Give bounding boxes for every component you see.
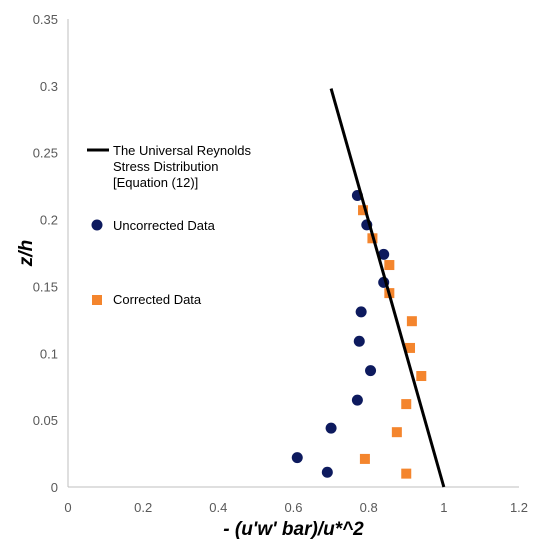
x-tick-label: 1.2 (510, 500, 528, 515)
corrected-point (416, 371, 427, 382)
x-tick-label: 0.2 (134, 500, 152, 515)
x-tick-label: 1 (440, 500, 447, 515)
legend-circle-swatch (91, 219, 103, 231)
y-tick-label: 0.15 (33, 279, 58, 294)
x-axis-title: - (u'w' bar)/u*^2 (223, 519, 364, 540)
corrected-point (401, 468, 412, 479)
corrected-point (384, 260, 395, 271)
reynolds-stress-line (329, 88, 446, 488)
corrected-point (405, 342, 416, 353)
axes (67, 19, 519, 488)
uncorrected-point (355, 306, 367, 318)
corrected-point (401, 399, 412, 410)
legend-label: [Equation (12)] (113, 175, 198, 190)
y-tick-label: 0.3 (40, 79, 58, 94)
uncorrected-point (365, 365, 377, 377)
corrected-point (359, 453, 370, 464)
legend-label: Uncorrected Data (113, 218, 216, 233)
x-tick-labels: 0 0.2 0.4 0.6 0.8 1 1.2 (64, 500, 528, 515)
y-axis-title: z/h (16, 240, 37, 267)
uncorrected-point (351, 394, 363, 406)
y-tick-label: 0 (51, 480, 58, 495)
series-3 (329, 88, 446, 488)
legend-label: The Universal Reynolds (113, 143, 252, 158)
corrected-point (406, 316, 417, 327)
y-tick-label: 0.05 (33, 413, 58, 428)
uncorrected-point (291, 452, 303, 464)
x-tick-label: 0 (64, 500, 71, 515)
y-tick-label: 0.25 (33, 146, 58, 161)
y-tick-label: 0.1 (40, 346, 58, 361)
series-2 (358, 205, 427, 479)
uncorrected-point (325, 422, 337, 434)
plot-area (291, 88, 446, 488)
y-tick-label: 0.35 (33, 12, 58, 27)
x-tick-label: 0.8 (360, 500, 378, 515)
uncorrected-point (353, 335, 365, 347)
legend-square-swatch (92, 295, 102, 305)
y-tick-labels: 0 0.05 0.1 0.15 0.2 0.25 0.3 0.35 (33, 12, 58, 495)
x-tick-label: 0.6 (284, 500, 302, 515)
series-1 (291, 190, 390, 478)
legend-label: Corrected Data (113, 292, 202, 307)
corrected-point (391, 427, 402, 438)
uncorrected-point (378, 248, 390, 260)
legend-label: Stress Distribution (113, 159, 218, 174)
y-tick-label: 0.2 (40, 213, 58, 228)
corrected-point (358, 205, 369, 216)
uncorrected-point (321, 466, 333, 478)
x-tick-label: 0.4 (209, 500, 227, 515)
